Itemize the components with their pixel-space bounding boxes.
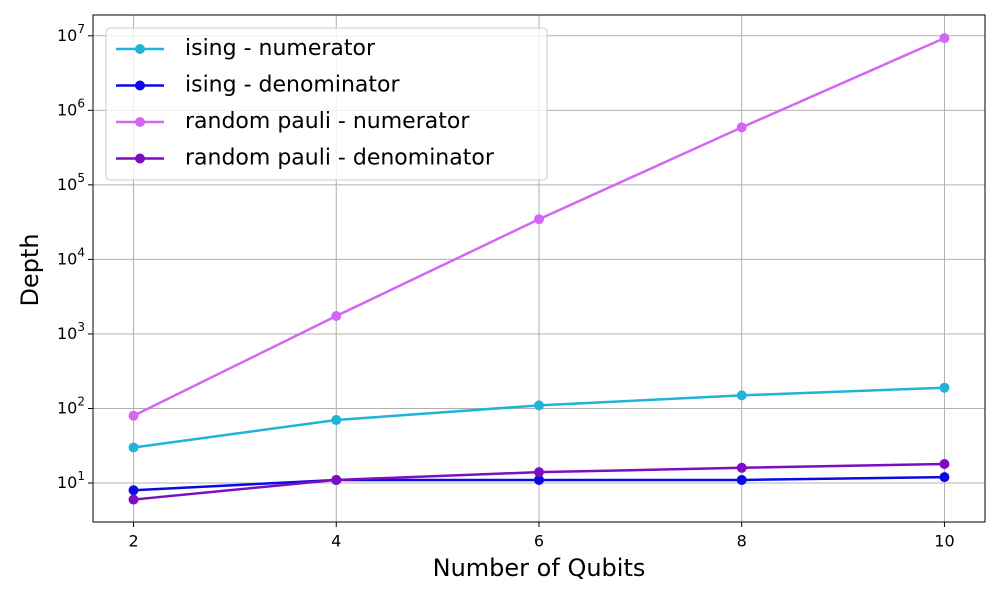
data-point [939, 472, 950, 483]
legend-marker [135, 80, 145, 91]
legend-marker [135, 117, 145, 127]
x-tick-label: 10 [934, 532, 954, 551]
legend-box [105, 27, 548, 181]
legend-label: random pauli - numerator [185, 109, 470, 134]
y-tick-label: 107 [57, 21, 85, 44]
legend-marker [135, 44, 145, 54]
legend-label: ising - denominator [185, 73, 400, 98]
plot [128, 33, 950, 505]
data-point [128, 485, 139, 496]
data-point [331, 474, 342, 485]
data-point [736, 474, 747, 485]
data-point [736, 390, 747, 401]
data-point [331, 311, 342, 322]
data-point [736, 462, 747, 473]
x-tick-label: 8 [737, 532, 747, 551]
y-tick-label: 104 [57, 245, 85, 268]
y-tick-label: 103 [57, 319, 85, 342]
y-tick-label: 101 [57, 469, 85, 492]
data-point [128, 442, 139, 453]
x-axis-label: Number of Qubits [433, 554, 646, 582]
data-point [939, 458, 950, 469]
ticks: 2 4 6 8 10 101 102 103 104 105 106 107 [57, 21, 955, 550]
legend-marker [135, 153, 145, 164]
legend: ising - numerator ising - denominator rand… [105, 27, 548, 181]
data-point [534, 474, 544, 485]
data-point [331, 415, 342, 426]
data-point [534, 214, 544, 225]
data-point [534, 467, 544, 478]
data-point [534, 400, 544, 411]
data-point [128, 410, 139, 421]
y-tick-label: 105 [57, 170, 85, 193]
y-tick-label: 106 [57, 96, 85, 119]
y-tick-label: 102 [57, 394, 85, 417]
legend-label: random pauli - denominator [185, 146, 495, 171]
x-tick-label: 4 [331, 532, 341, 551]
x-tick-label: 6 [534, 532, 544, 551]
legend-label: ising - numerator [185, 36, 376, 61]
data-point [736, 122, 747, 133]
data-point [939, 382, 950, 393]
data-point [128, 494, 139, 505]
data-point [939, 33, 950, 44]
x-tick-label: 2 [128, 532, 138, 551]
y-axis-label: Depth [16, 233, 44, 306]
